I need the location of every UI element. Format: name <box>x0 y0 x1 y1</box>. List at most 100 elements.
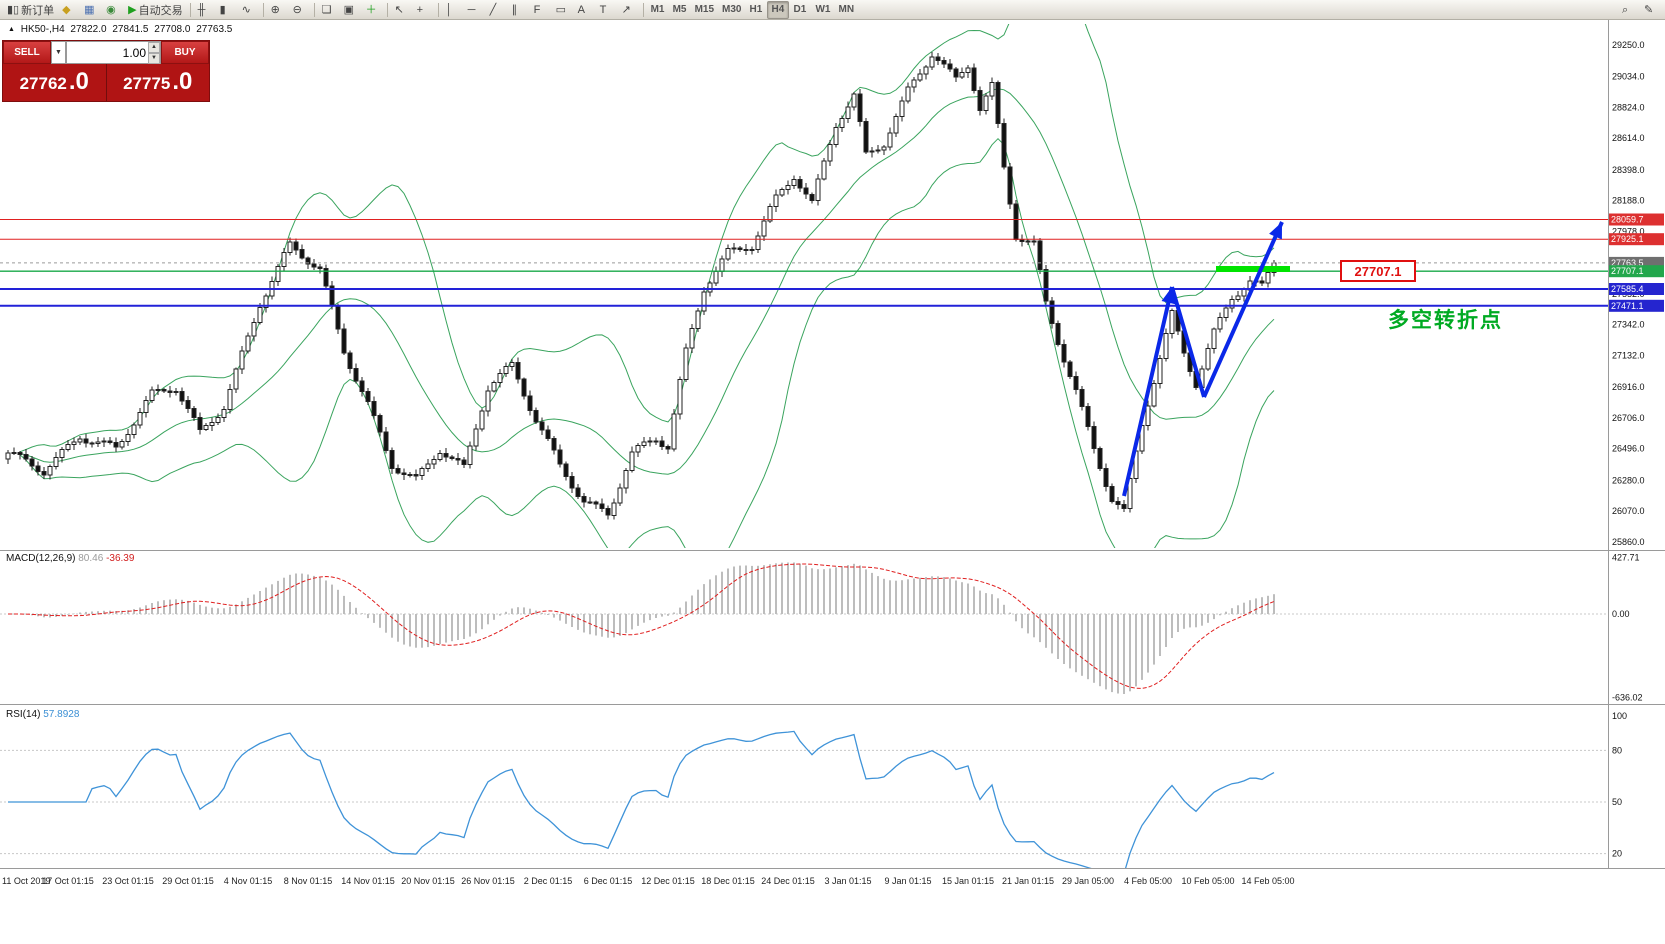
search-button[interactable]: ⌕ <box>1618 0 1640 20</box>
turning-point-note[interactable]: 多空转折点 <box>1388 309 1503 332</box>
buy-price-main: 27775 <box>123 74 171 93</box>
zoom-out-button[interactable]: ⊖ <box>289 0 311 20</box>
date-tick: 8 Nov 01:15 <box>284 876 333 886</box>
autotrading-button[interactable]: ▶ 自动交易 <box>124 0 186 20</box>
cascade-windows-button[interactable]: ▣ <box>340 0 362 20</box>
timeframe-mn-button[interactable]: MN <box>838 4 855 15</box>
symbol-triangle-icon: ▲ <box>8 26 15 33</box>
autotrading-icon: ▶ <box>128 3 137 16</box>
volume-input[interactable] <box>67 42 148 63</box>
toolbar-separator <box>313 2 315 17</box>
date-tick: 14 Nov 01:15 <box>341 876 395 886</box>
timeframe-m1-button[interactable]: M1 <box>650 4 665 15</box>
profiles-button[interactable]: ◆ <box>58 0 80 20</box>
shapes-button[interactable]: ▭ <box>552 0 574 20</box>
date-tick: 9 Jan 01:15 <box>884 876 931 886</box>
macd-tick: 427.71 <box>1612 553 1640 563</box>
zoom-in-button[interactable]: ⊕ <box>267 0 289 20</box>
label-button[interactable]: T <box>596 0 618 20</box>
one-click-trading-panel: SELL ▼ ▲ ▼ BUY 27762 .0 27775 .0 <box>2 40 210 102</box>
macd-panel[interactable] <box>0 562 1608 695</box>
macd-signal-line <box>8 563 1275 689</box>
macd-tick: 0.00 <box>1612 609 1630 619</box>
channel-icon: ∥ <box>511 3 518 16</box>
candlestick-chart-icon: ▮ <box>219 3 226 16</box>
draw-button[interactable]: ✎ <box>1640 0 1662 20</box>
price-tick: 28824.0 <box>1612 102 1645 112</box>
trend-arrows[interactable] <box>1122 221 1284 497</box>
tile-windows-icon: ❏ <box>321 3 332 16</box>
cursor-button[interactable]: ↖ <box>391 0 413 20</box>
candles <box>5 51 1277 520</box>
chart-line-button[interactable]: ∿ <box>238 0 260 20</box>
date-tick: 18 Dec 01:15 <box>701 876 755 886</box>
buy-button[interactable]: BUY <box>161 41 209 64</box>
date-tick: 21 Jan 01:15 <box>1002 876 1054 886</box>
timeframe-m30-button[interactable]: M30 <box>722 4 742 15</box>
trendline-icon: ╱ <box>489 3 497 16</box>
timeframe-h1-button[interactable]: H1 <box>749 4 763 15</box>
macd-indicator-label: MACD(12,26,9) 80.46 -36.39 <box>6 553 134 564</box>
price-tick: 26070.0 <box>1612 506 1645 516</box>
volume-field: ▲ ▼ <box>66 41 161 64</box>
new-order-button[interactable]: ▮▯ 新订单 <box>3 0 58 20</box>
ohlc-low: 27708.0 <box>154 24 191 35</box>
date-tick: 2 Dec 01:15 <box>524 876 573 886</box>
crosshair-button[interactable]: + <box>413 0 435 20</box>
price-tick: 28398.0 <box>1612 165 1645 175</box>
sell-price-display[interactable]: 27762 .0 <box>3 64 106 101</box>
volume-down-button[interactable]: ▼ <box>148 53 160 64</box>
volume-up-button[interactable]: ▲ <box>148 42 160 53</box>
price-tick: 25860.0 <box>1612 537 1645 547</box>
toolbar-separator <box>262 2 264 17</box>
price-tick: 26916.0 <box>1612 382 1645 392</box>
horizontal-line-icon: ─ <box>467 3 476 16</box>
timeframe-m5-button[interactable]: M5 <box>672 4 687 15</box>
macd-tick: -636.02 <box>1612 693 1643 703</box>
vertical-line-button[interactable]: │ <box>442 0 464 20</box>
chart-candles-button[interactable]: ▮ <box>216 0 238 20</box>
arrowhead-icon <box>1161 287 1176 305</box>
new-order-button-label: 新订单 <box>21 4 55 17</box>
tile-windows-button[interactable]: ❏ <box>318 0 340 20</box>
search-icon: ⌕ <box>1622 3 1629 16</box>
market-watch-button[interactable]: ▦ <box>80 0 102 20</box>
chart-bars-button[interactable]: ╫ <box>194 0 216 20</box>
navigator-icon: ◉ <box>106 3 116 16</box>
channel-button[interactable]: ∥ <box>508 0 530 20</box>
horizontal-line-button[interactable]: ─ <box>464 0 486 20</box>
bollinger-lower <box>19 137 1275 548</box>
fibonacci-button[interactable]: F <box>530 0 552 20</box>
price-axis[interactable]: 29250.0 29034.0 28824.0 28614.0 28398.0 28188… <box>1609 40 1664 859</box>
price-tick: 27978.0 <box>1612 226 1645 236</box>
date-tick: 4 Nov 01:15 <box>224 876 273 886</box>
label-icon: T <box>599 3 607 16</box>
buy-price-display[interactable]: 27775 .0 <box>105 64 210 101</box>
rsi-panel[interactable] <box>0 730 1608 873</box>
date-tick: 24 Dec 01:15 <box>761 876 815 886</box>
price-tick: 27342.0 <box>1612 320 1645 330</box>
pencil-icon: ✎ <box>1644 3 1654 16</box>
crosshair-icon: + <box>416 3 424 16</box>
ohlc-close: 27763.5 <box>196 24 233 35</box>
price-tick: 29034.0 <box>1612 72 1645 82</box>
timeframe-h4-button[interactable]: H4 <box>767 0 790 19</box>
timeframe-w1-button[interactable]: W1 <box>815 4 831 15</box>
timeframe-d1-button[interactable]: D1 <box>793 4 807 15</box>
navigator-button[interactable]: ◉ <box>102 0 124 20</box>
arrow-tool-button[interactable]: ↗ <box>618 0 640 20</box>
toolbar-separator <box>642 2 644 17</box>
volume-dropdown-button[interactable]: ▼ <box>51 41 66 64</box>
text-button[interactable]: A <box>574 0 596 20</box>
macd-main-value: 80.46 <box>78 553 104 564</box>
arrow-tool-icon: ↗ <box>621 3 631 16</box>
price-tick: 26496.0 <box>1612 444 1645 454</box>
price-annotation-box[interactable]: 27707.1 <box>1340 260 1416 282</box>
timeframe-m15-button[interactable]: M15 <box>694 4 715 15</box>
sell-button[interactable]: SELL <box>3 41 51 64</box>
date-tick: 23 Oct 01:15 <box>102 876 154 886</box>
add-indicator-button[interactable]: ＋ <box>362 0 384 20</box>
trendline-button[interactable]: ╱ <box>486 0 508 20</box>
